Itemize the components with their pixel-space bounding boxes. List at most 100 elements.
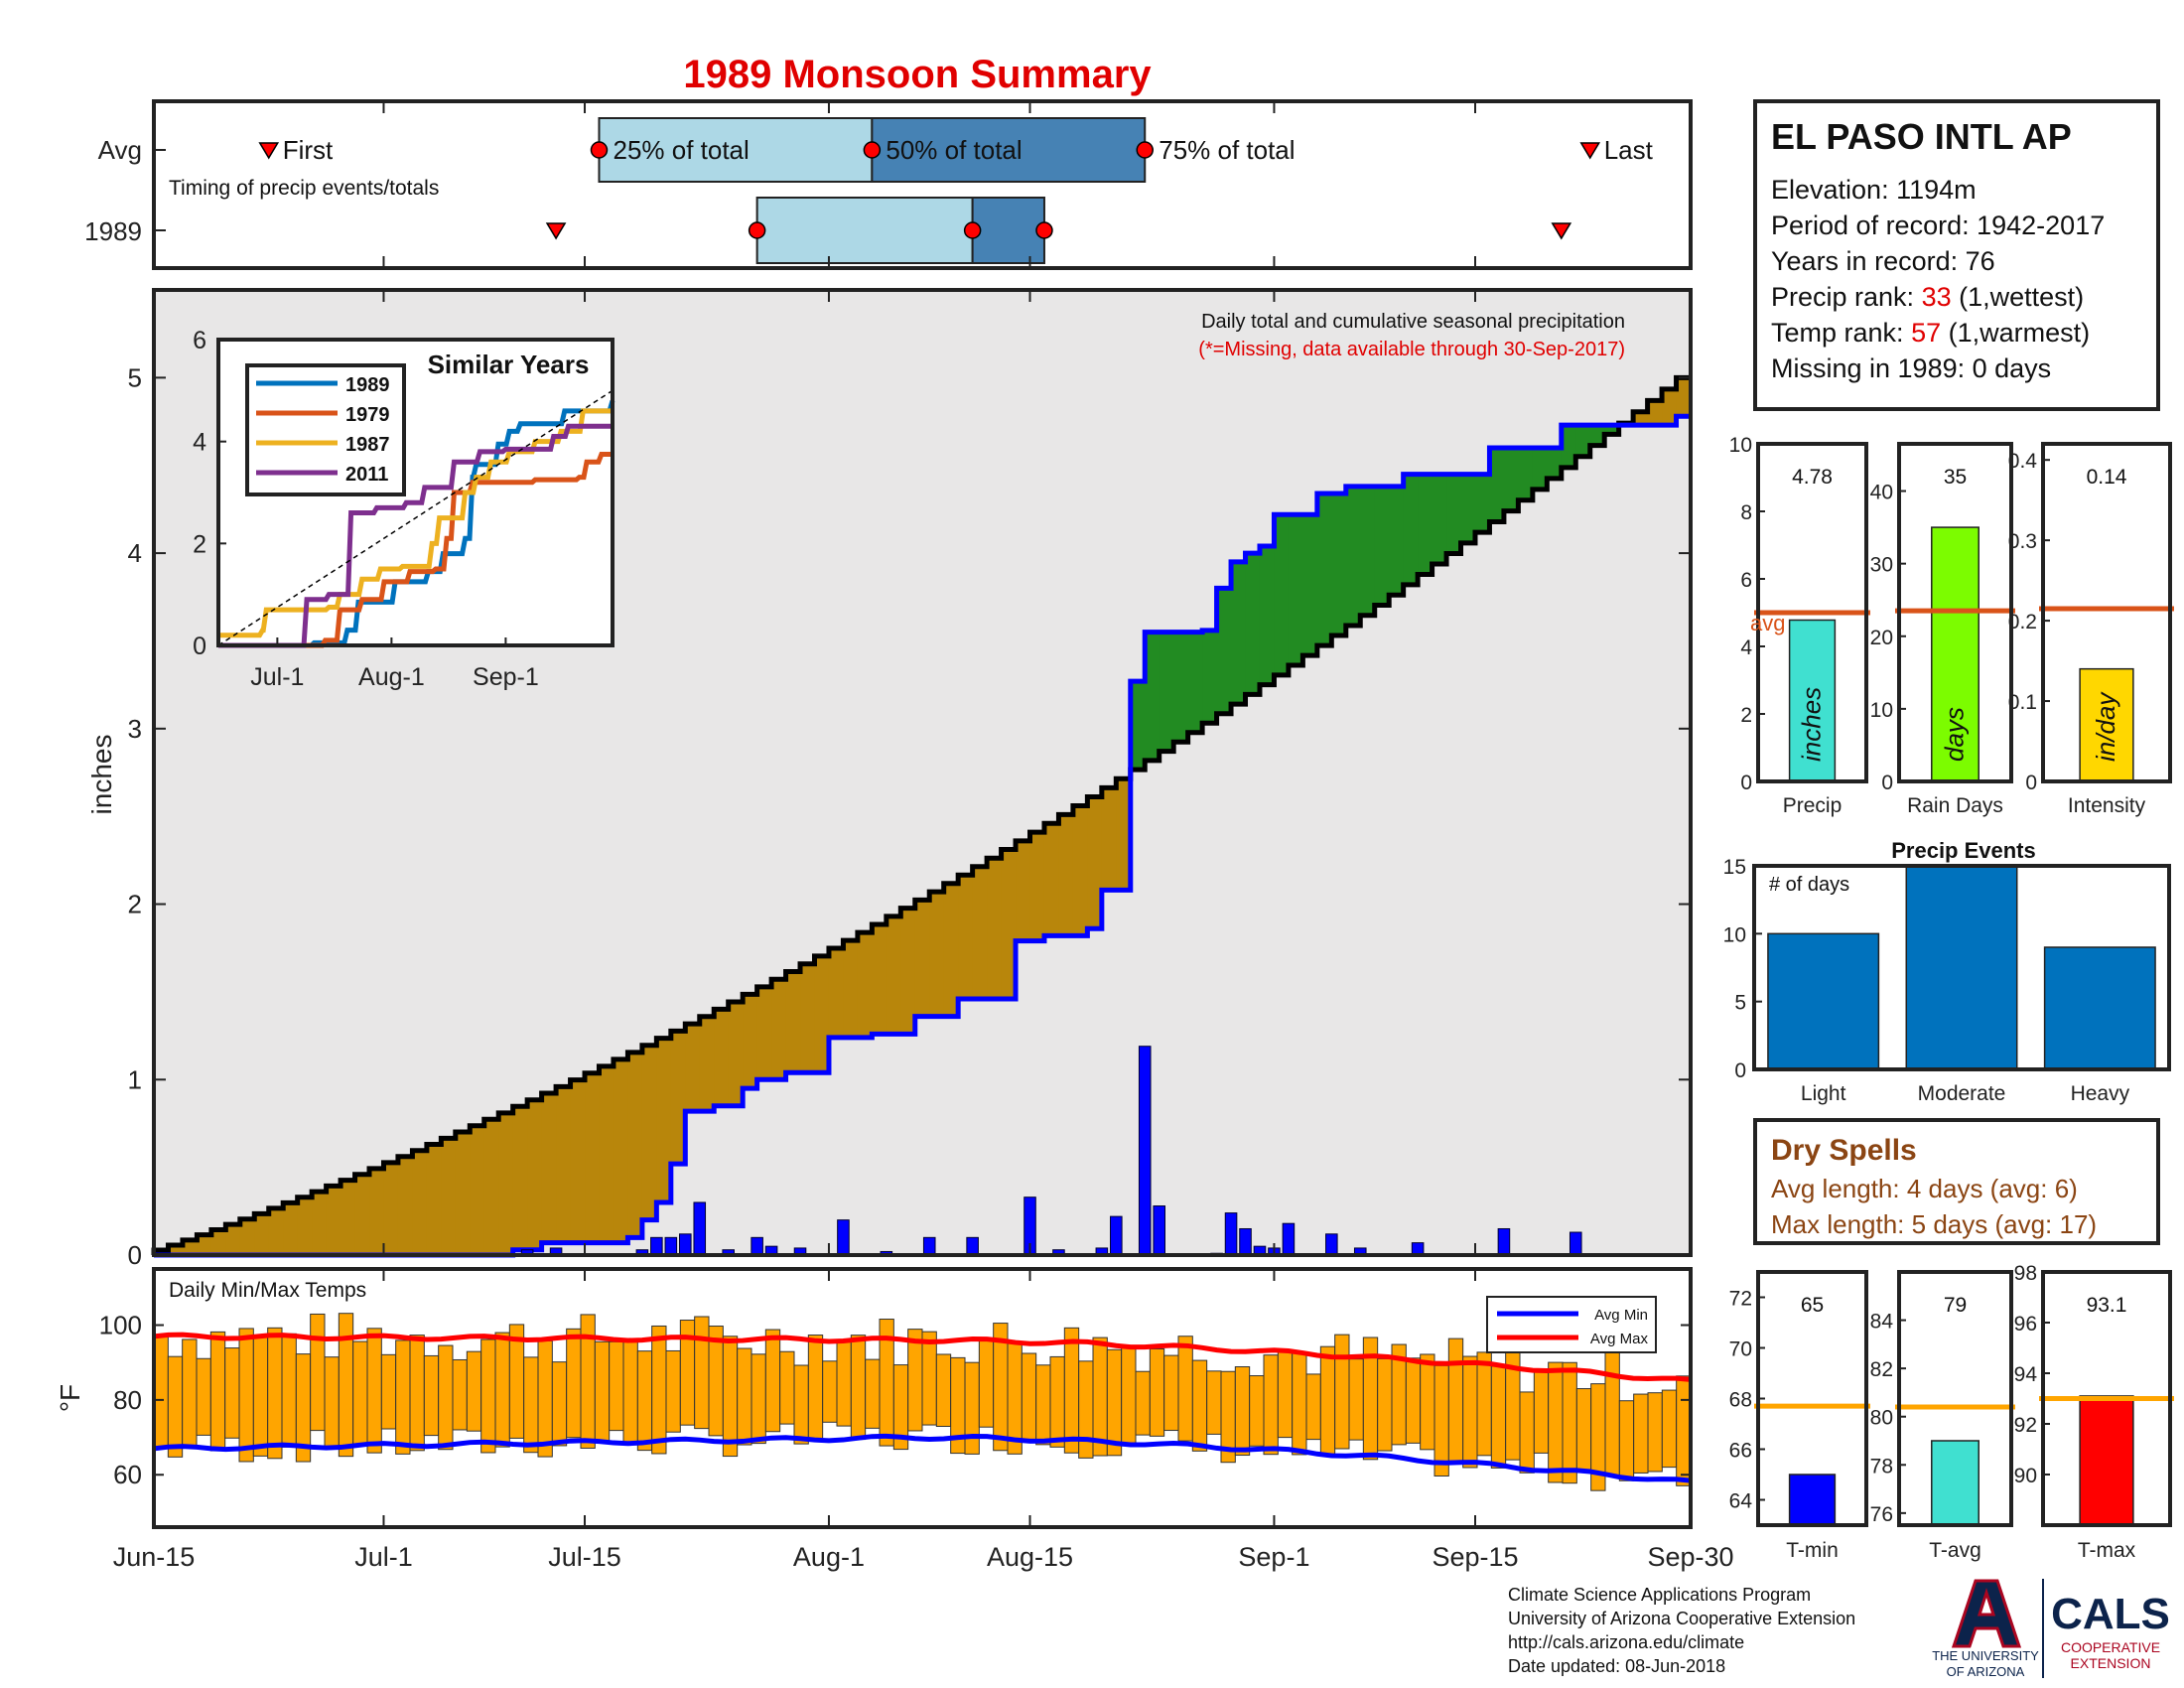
daily-temp-bar: [1049, 1355, 1065, 1448]
mini-value-bar: [1931, 526, 1979, 782]
dry-spells-title: Dry Spells: [1771, 1134, 1917, 1167]
precip-y-tick-label: 1: [128, 1064, 142, 1094]
season-stats-panels: 0 2 4 6 8 10 4.78 Precip inches avg 0 10 20 30 40 35 Rai…: [1729, 434, 2174, 817]
below-average-fill: [297, 1196, 313, 1255]
footer-credits: Climate Science Applications Program Uni…: [1508, 1585, 1855, 1676]
below-average-fill: [1647, 400, 1663, 426]
daily-temp-bar: [865, 1358, 881, 1429]
above-average-fill: [1288, 514, 1303, 666]
x-tick-label: Aug-1: [793, 1542, 865, 1572]
mini-y-tick-label: 90: [2014, 1465, 2037, 1487]
mini-value-label: 0.14: [2087, 466, 2127, 489]
daily-temp-bar: [1548, 1361, 1564, 1483]
daily-temp-bar: [252, 1336, 269, 1457]
station-name: EL PASO INTL AP: [1771, 116, 2072, 157]
logo-cals: CALS: [2051, 1590, 2170, 1638]
inset-legend-label: 2011: [345, 464, 388, 486]
daily-precip-bar: [1110, 1215, 1123, 1256]
precip-y-tick-label: 2: [128, 890, 142, 919]
below-average-fill: [354, 1174, 370, 1255]
daily-temp-bar: [480, 1338, 496, 1454]
daily-temp-bar: [1234, 1366, 1251, 1457]
x-tick-label: Jun-15: [113, 1542, 196, 1572]
mini-category-label: T-max: [2078, 1539, 2136, 1562]
daily-precip-bar: [1138, 1046, 1152, 1256]
precip-y-tick-label: 5: [128, 362, 142, 392]
daily-temp-bar: [1377, 1357, 1393, 1452]
below-average-fill: [627, 1052, 643, 1238]
timing-marker-dot: [1136, 141, 1154, 159]
station-temp-rank: Temp rank: 57 (1,warmest): [1771, 318, 2090, 348]
mini-unit-label: inches: [1797, 687, 1827, 762]
below-average-fill: [312, 1192, 328, 1255]
inset-x-tick-label: Aug-1: [358, 663, 425, 691]
below-average-fill: [197, 1234, 212, 1255]
events-y-tick-label: 10: [1723, 923, 1746, 946]
station-years: Years in record: 76: [1771, 246, 1995, 276]
precip-event-bar: [1767, 932, 1880, 1070]
above-average-fill: [1432, 474, 1447, 564]
above-average-fill: [1145, 632, 1160, 761]
x-tick-label: Jul-15: [548, 1542, 621, 1572]
daily-temp-bar: [1562, 1361, 1577, 1484]
below-average-fill: [1043, 823, 1059, 936]
daily-precip-bar: [1153, 1205, 1165, 1256]
below-average-fill: [239, 1218, 255, 1255]
above-average-fill: [1503, 448, 1519, 511]
daily-temp-bar: [1519, 1391, 1535, 1474]
daily-temp-bar: [310, 1313, 326, 1432]
temps-y-tick-label: 80: [113, 1385, 142, 1415]
below-average-fill: [254, 1213, 270, 1255]
inset-y-tick-label: 4: [193, 429, 206, 457]
mini-panel-border: [2041, 1270, 2172, 1527]
mini-y-tick-label: 0: [1881, 772, 1893, 794]
below-average-fill: [426, 1144, 442, 1255]
daily-precip-bar: [679, 1233, 692, 1256]
footer-line2: University of Arizona Cooperative Extens…: [1508, 1609, 1855, 1628]
daily-temp-bar: [224, 1347, 240, 1439]
precip-events-chart: Precip Events Light Moderate Heavy 0 5 10 15 #…: [1723, 838, 2171, 1105]
temps-plot-border: [152, 1267, 1693, 1529]
daily-temp-bar: [324, 1356, 340, 1449]
below-average-fill: [1072, 805, 1088, 936]
footer-line4: Date updated: 08-Jun-2018: [1508, 1656, 1725, 1676]
temps-y-tick-label: 100: [99, 1311, 142, 1340]
timing-bar-second-half: [971, 197, 1045, 264]
daily-temp-bar: [238, 1328, 254, 1463]
daily-temp-bar: [793, 1364, 809, 1445]
inset-y-tick-label: 6: [193, 327, 206, 354]
station-info-box: EL PASO INTL AP Elevation: 1194m Period …: [1753, 99, 2160, 411]
above-average-fill: [1331, 493, 1347, 636]
station-elevation: Elevation: 1194m: [1771, 175, 1977, 205]
above-average-fill: [1418, 474, 1433, 575]
precip-y-tick-label: 0: [128, 1240, 142, 1270]
below-average-fill: [570, 1079, 586, 1243]
mini-unit-label: in/day: [2091, 691, 2120, 762]
timing-triangle-marker: [545, 222, 567, 240]
daily-temp-bar: [409, 1335, 425, 1452]
daily-temp-bar: [1191, 1359, 1208, 1452]
daily-temp-bar: [907, 1329, 923, 1432]
daily-temp-bar: [352, 1340, 368, 1445]
daily-temp-bar: [1135, 1370, 1151, 1436]
below-average-fill: [857, 932, 873, 1038]
mini-y-tick-label: 82: [1870, 1358, 1893, 1381]
mini-y-tick-label: 6: [1740, 569, 1752, 592]
above-average-fill: [1302, 514, 1318, 656]
mini-y-tick-label: 64: [1729, 1490, 1753, 1513]
below-average-fill: [914, 900, 930, 1017]
daily-temp-bar: [1476, 1351, 1492, 1457]
precip-event-bar: [1905, 865, 2018, 1070]
temps-y-tick-label: 60: [113, 1460, 142, 1489]
mini-y-tick-label: 20: [1870, 627, 1893, 649]
above-average-fill: [1518, 448, 1534, 500]
below-average-fill: [656, 1038, 672, 1202]
below-average-fill: [1016, 840, 1031, 941]
avg-min-line: [153, 1433, 1692, 1483]
station-period: Period of record: 1942-2017: [1771, 211, 2105, 240]
inset-series-line: [218, 399, 615, 648]
mini-unit-label: days: [1940, 707, 1970, 762]
daily-temp-bar: [850, 1335, 867, 1441]
daily-temp-bar: [537, 1339, 553, 1458]
timing-bar-second-half: [871, 117, 1147, 183]
